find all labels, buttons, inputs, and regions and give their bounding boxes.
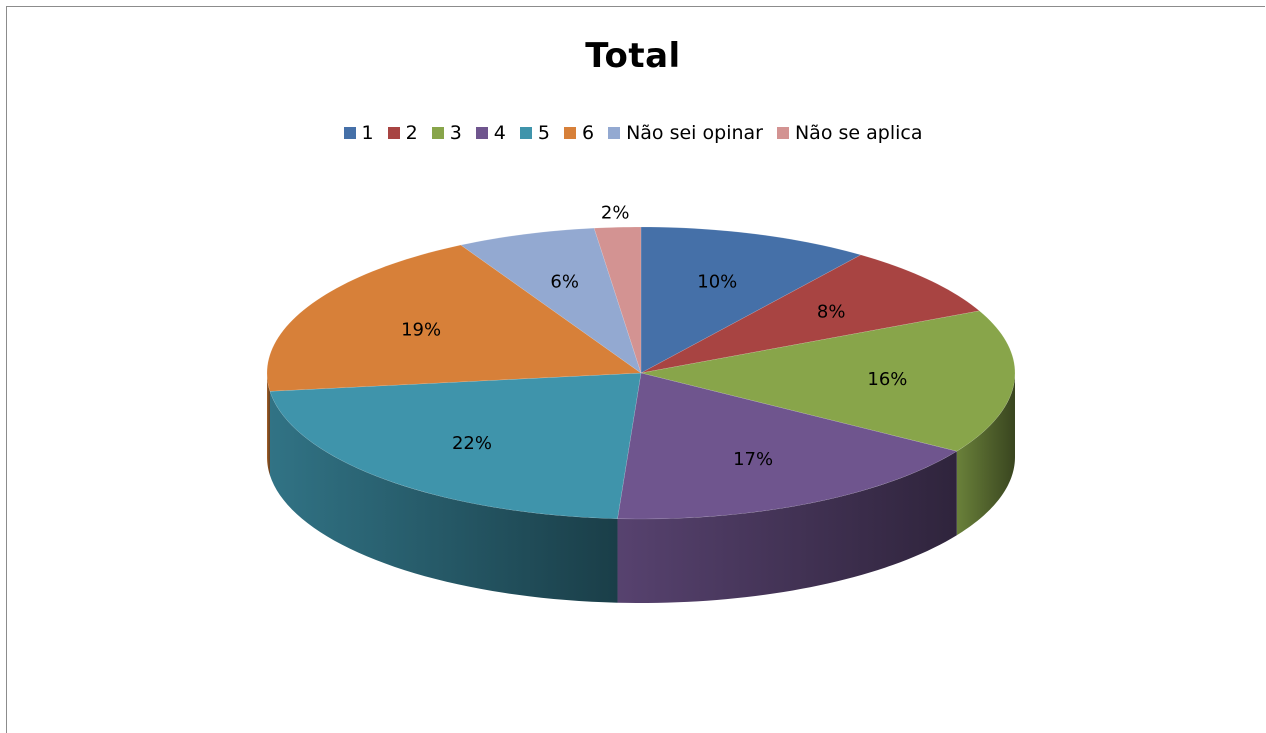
legend-label: Não sei opinar	[626, 122, 763, 144]
pie-slice	[640, 254, 980, 374]
pie-slice	[640, 310, 1016, 452]
data-label: 19%	[401, 319, 441, 340]
pie-slice-side	[617, 451, 957, 603]
pie-slice-side	[267, 373, 270, 476]
legend-label: 5	[537, 122, 550, 144]
legend-entry: 6	[563, 122, 595, 144]
pie-slice-side	[956, 373, 1015, 536]
legend-swatch	[475, 127, 488, 139]
pie-slice	[460, 227, 642, 374]
legend-label: 2	[405, 122, 418, 144]
legend-swatch	[387, 127, 400, 139]
legend-swatch	[431, 127, 444, 139]
legend-swatch	[563, 127, 576, 139]
pie-slice	[617, 372, 958, 520]
legend-swatch	[519, 127, 532, 139]
data-label: 8%	[817, 302, 846, 323]
data-label: 6%	[550, 271, 579, 292]
pie-slices	[266, 226, 1016, 520]
pie-slice	[593, 226, 642, 374]
data-label: 16%	[867, 369, 907, 390]
legend-entry: 2	[387, 122, 418, 144]
data-label: 10%	[697, 271, 737, 292]
legend-label: 1	[361, 122, 374, 144]
pie-side-walls	[267, 373, 1015, 603]
legend-swatch	[776, 127, 789, 139]
chart-title: Total	[585, 36, 681, 76]
legend-entry: 5	[519, 122, 550, 144]
legend-entry: Não se aplica	[776, 122, 923, 144]
legend-entry: 3	[431, 122, 462, 144]
legend-label: 3	[449, 122, 462, 144]
legend-label: 4	[493, 122, 506, 144]
legend-label: 6	[581, 122, 595, 144]
legend-entry: 1	[343, 122, 374, 144]
data-labels: 10% 8% 16% 17% 22% 19% 6% 2%	[401, 203, 907, 470]
legend-entry: 4	[475, 122, 506, 144]
pie-slice	[640, 226, 862, 374]
data-label: 2%	[601, 203, 630, 224]
legend-swatch	[343, 127, 356, 139]
legend-label: Não se aplica	[794, 122, 923, 144]
pie-slice-side	[269, 391, 618, 603]
legend: 1 2 3 4 5 6 Não sei opinar Não se aplica	[0, 122, 1266, 144]
pie-slice	[266, 244, 642, 392]
data-label: 17%	[733, 449, 773, 470]
legend-swatch	[608, 127, 621, 139]
pie-slice	[269, 372, 642, 519]
legend-entry: Não sei opinar	[608, 122, 763, 144]
data-label: 22%	[452, 433, 492, 454]
